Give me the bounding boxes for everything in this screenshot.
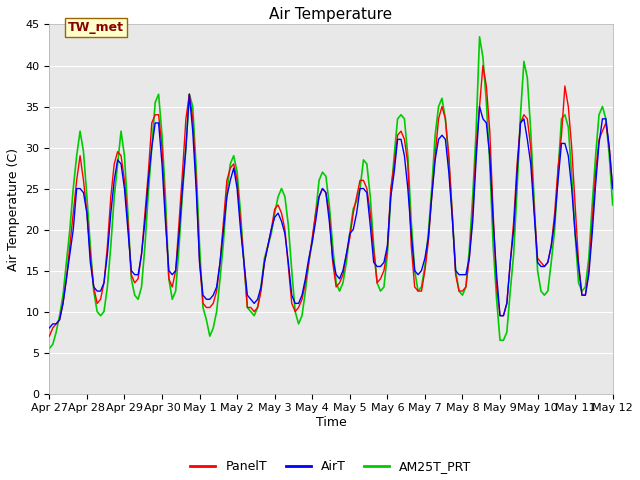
AM25T_PRT [602,116,610,122]
AM25T_PRT [202,317,210,323]
AirT [45,325,53,331]
PanelT [59,300,67,306]
AM25T_PRT [609,202,616,208]
AirT [408,231,415,237]
Line: AirT: AirT [49,94,612,328]
AirT [424,235,432,240]
X-axis label: Time: Time [316,416,346,429]
AirT [578,292,586,298]
PanelT [602,120,610,126]
Y-axis label: Air Temperature (C): Air Temperature (C) [7,147,20,271]
Title: Air Temperature: Air Temperature [269,7,392,22]
PanelT [578,292,586,298]
AM25T_PRT [59,292,67,298]
AirT [602,116,610,122]
PanelT [479,62,487,68]
Line: PanelT: PanelT [49,65,612,336]
PanelT [421,268,429,274]
AM25T_PRT [404,153,412,158]
PanelT [202,305,210,311]
AM25T_PRT [45,346,53,351]
PanelT [404,161,412,167]
AirT [609,186,616,192]
Legend: PanelT, AirT, AM25T_PRT: PanelT, AirT, AM25T_PRT [186,455,477,478]
PanelT [45,333,53,339]
AirT [206,296,214,302]
AirT [59,300,67,306]
AM25T_PRT [578,288,586,294]
AM25T_PRT [476,34,483,40]
PanelT [609,186,616,192]
Text: TW_met: TW_met [68,21,124,34]
AM25T_PRT [421,264,429,269]
AirT [186,91,193,97]
Line: AM25T_PRT: AM25T_PRT [49,37,612,348]
